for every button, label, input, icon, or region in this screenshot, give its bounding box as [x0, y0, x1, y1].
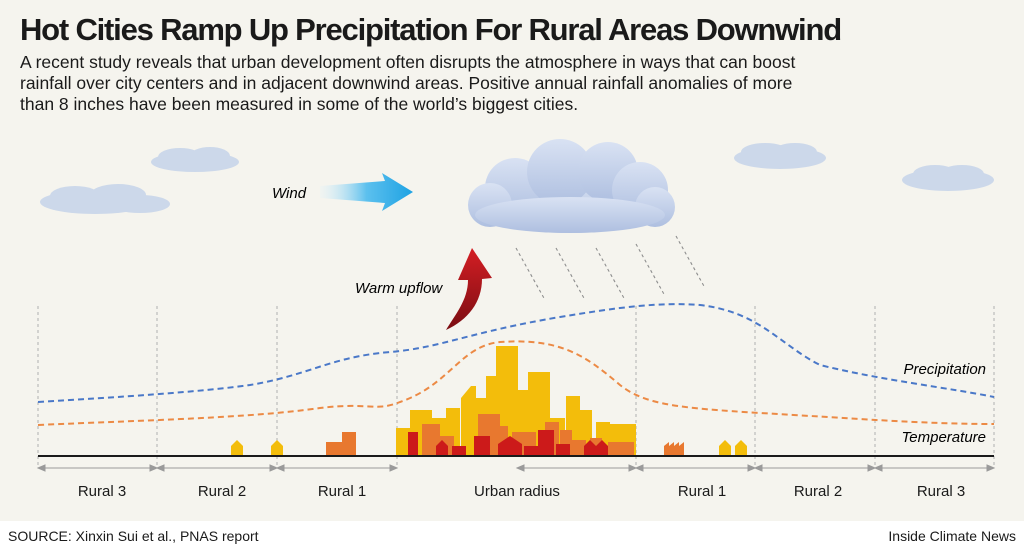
page-title: Hot Cities Ramp Up Precipitation For Rur… [20, 12, 842, 47]
description: A recent study reveals that urban develo… [20, 52, 1010, 115]
precipitation-line [37, 303, 995, 403]
rain-cloud-icon [468, 139, 675, 233]
factory-icon [664, 442, 684, 456]
rain-streaks [515, 235, 706, 301]
description-line: rainfall over city centers and in adjace… [20, 73, 793, 93]
wind-label: Wind [272, 185, 307, 202]
zone-label-rural-1-left: Rural 1 [318, 483, 366, 500]
house-icon [719, 440, 747, 456]
house-icon [231, 440, 243, 456]
source-text: SOURCE: Xinxin Sui et al., PNAS report [8, 528, 259, 544]
description-line: than 8 inches have been measured in some… [20, 94, 579, 114]
zone-arrows [36, 464, 996, 472]
warm-upflow-arrow-icon [446, 248, 492, 330]
zone-label-rural-3-left: Rural 3 [78, 483, 126, 500]
credit-text: Inside Climate News [888, 528, 1016, 544]
zone-label-urban-radius: Urban radius [474, 483, 560, 500]
warm-upflow-label: Warm upflow [355, 280, 443, 297]
zone-label-rural-3-right: Rural 3 [917, 483, 965, 500]
temperature-label: Temperature [902, 429, 987, 446]
zone-label-rural-2-right: Rural 2 [794, 483, 842, 500]
cloud-icon [734, 143, 826, 169]
temperature-line [37, 340, 995, 426]
city-buildings [396, 346, 636, 456]
description-line: A recent study reveals that urban develo… [20, 52, 796, 72]
house-icon [271, 440, 283, 456]
zone-label-rural-1-right: Rural 1 [678, 483, 726, 500]
precipitation-label: Precipitation [903, 361, 986, 378]
wind-arrow-icon [320, 173, 413, 211]
cloud-icon [151, 147, 239, 172]
zone-label-rural-2-left: Rural 2 [198, 483, 246, 500]
cloud-icon [902, 165, 994, 191]
footer [0, 521, 1024, 548]
cloud-icon [40, 184, 170, 214]
barn-icon [326, 432, 356, 456]
